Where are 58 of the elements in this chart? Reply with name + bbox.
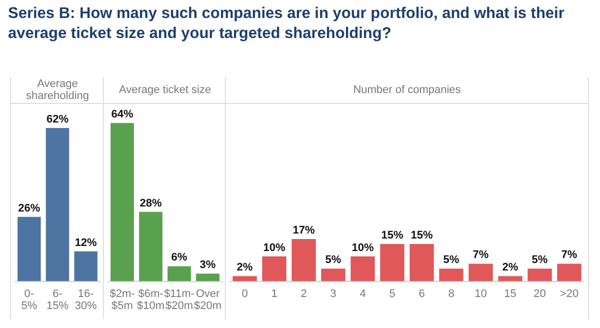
bar <box>321 268 346 281</box>
x-tick-label: 3 <box>330 288 336 300</box>
x-tick-label: 15 <box>504 288 516 300</box>
x-tick-label: $2m-$5m <box>110 288 136 312</box>
bar <box>262 256 286 281</box>
x-tick-label: 5 <box>389 288 396 300</box>
data-label: 7% <box>472 249 489 262</box>
x-tick-label: 1 <box>271 288 278 300</box>
x-tick-label: Over $20m <box>194 288 222 312</box>
data-label: 10% <box>263 242 286 254</box>
data-label: 15% <box>410 229 433 242</box>
bar <box>557 264 582 281</box>
data-label: 62% <box>46 113 69 126</box>
data-label: 64% <box>111 108 134 120</box>
bar <box>110 123 134 281</box>
data-label: 5% <box>443 254 460 266</box>
data-label: 17% <box>292 224 315 237</box>
x-tick-label: $11m-$20m <box>164 288 195 312</box>
x-tick-label: 0-5% <box>21 288 38 312</box>
bar <box>292 239 316 281</box>
bar <box>139 212 162 281</box>
data-label: 7% <box>561 249 578 262</box>
x-tick-label: 6 <box>418 288 425 300</box>
x-tick-label: $6m-$10m <box>136 288 165 312</box>
chart-title: Number of companies <box>226 77 588 104</box>
data-label: 6% <box>171 252 188 264</box>
data-label: 26% <box>18 202 40 214</box>
data-label: 5% <box>325 254 342 266</box>
data-label: 2% <box>502 262 518 274</box>
x-tick-label: 8 <box>448 288 454 300</box>
data-label: 12% <box>74 236 98 249</box>
data-label: 15% <box>381 229 404 242</box>
x-tick-label: 20 <box>534 288 546 300</box>
bar <box>498 276 522 281</box>
bar <box>380 244 404 281</box>
bar <box>410 244 434 281</box>
chart-title: Average shareholding <box>11 77 104 104</box>
data-label: 10% <box>352 242 374 254</box>
chart-title: Average ticket size <box>104 77 226 104</box>
data-label: 3% <box>200 259 216 272</box>
bar <box>468 264 493 281</box>
bar <box>350 256 375 281</box>
x-tick-label: 6-15% <box>46 288 69 312</box>
x-tick-label: 4 <box>360 288 366 300</box>
bar <box>168 266 191 281</box>
bar <box>528 268 552 281</box>
text: Series B: How many such companies are in your portfolio, and what is their average ticket size and your targeted shareholding? <box>8 4 566 44</box>
bar <box>232 276 257 281</box>
x-tick-label: 10 <box>474 288 487 300</box>
x-tick-label: 0 <box>242 288 248 300</box>
x-tick-label: 16-30% <box>74 288 98 312</box>
bar <box>439 268 464 281</box>
bar <box>196 274 220 281</box>
data-label: 5% <box>532 254 548 266</box>
data-label: 2% <box>236 262 253 274</box>
x-tick-label: >20 <box>560 288 579 300</box>
data-label: 28% <box>140 197 162 210</box>
x-tick-label: 2 <box>300 288 307 300</box>
